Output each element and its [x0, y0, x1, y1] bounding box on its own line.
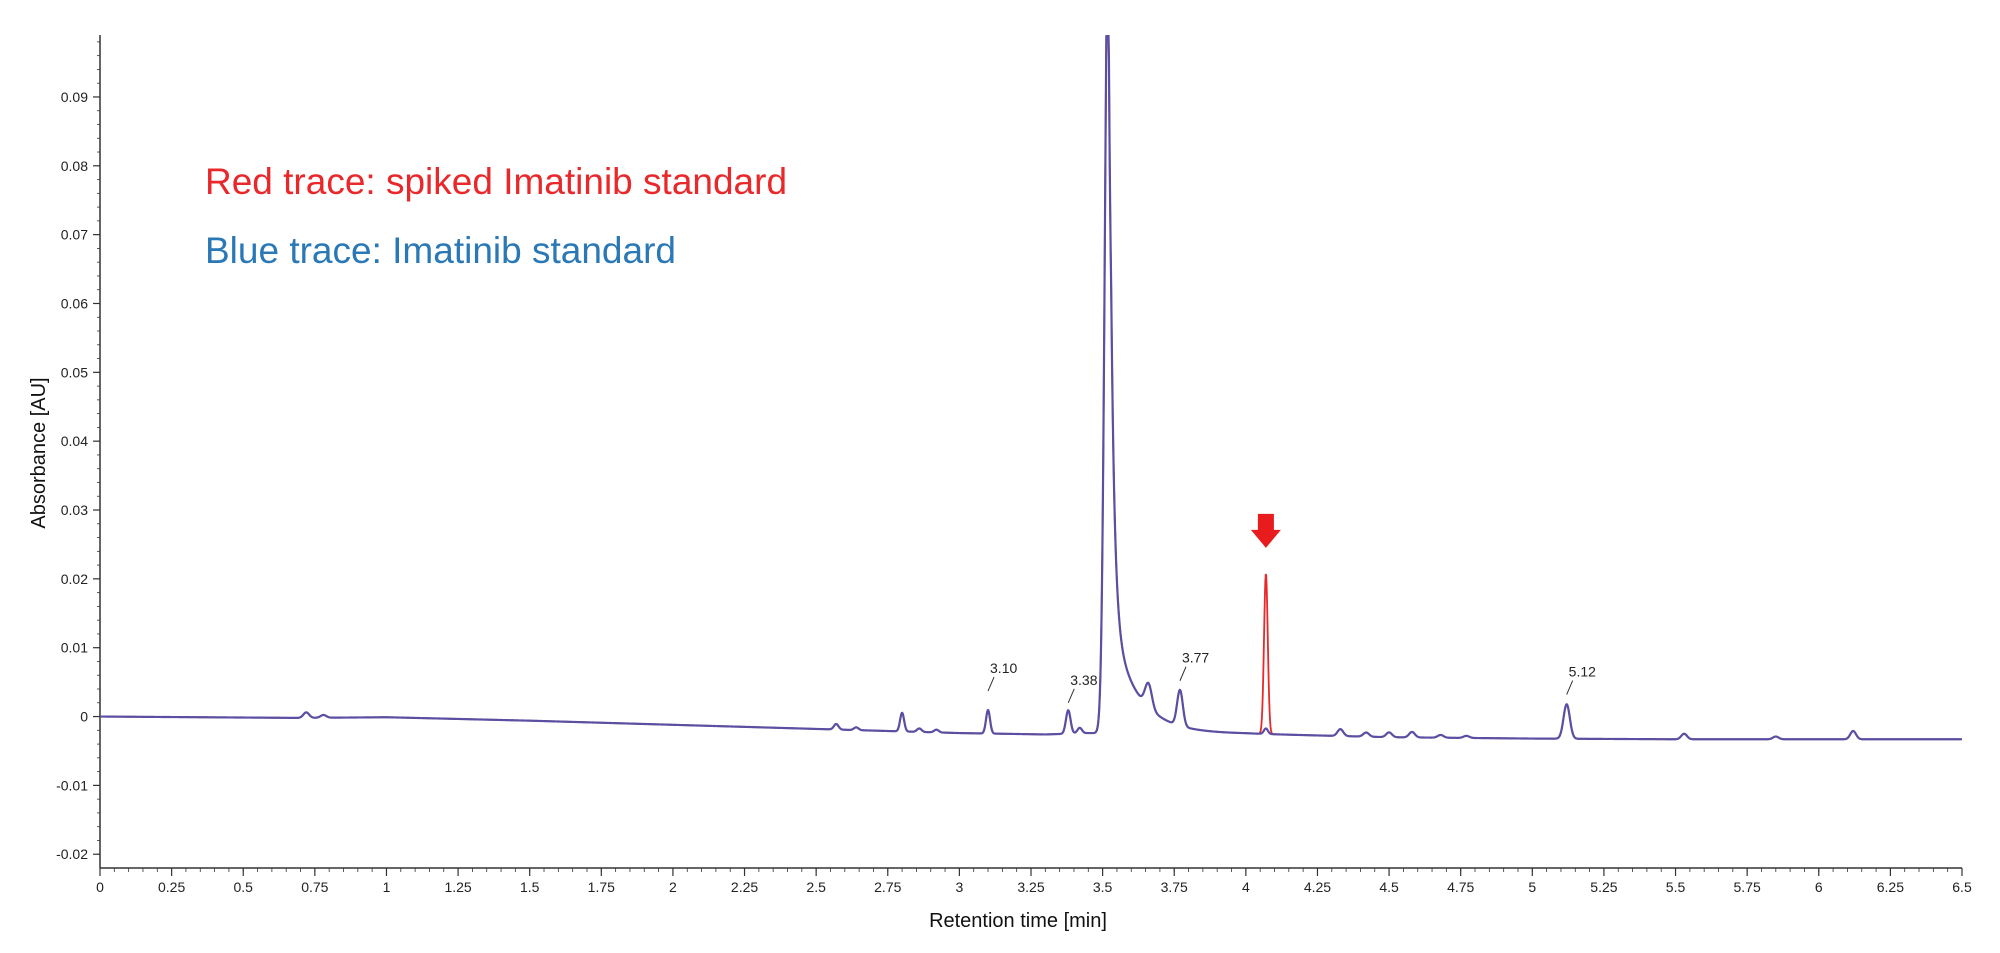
x-tick-label: 2.5	[806, 879, 826, 895]
x-tick-label: 3.25	[1017, 879, 1044, 895]
ticks: 0.09 0.08 0.07 0.06 0.05 0.04 0.03 0.02 0.01 0 -0.…	[56, 41, 1972, 895]
annotations: 3.10 3.38 3.77 5.12	[987, 513, 1596, 703]
x-tick-label: 0.25	[158, 879, 185, 895]
x-tick-label: 6.25	[1877, 879, 1904, 895]
y-tick-label: 0.06	[61, 295, 88, 311]
traces	[100, 35, 1962, 741]
x-tick-label: 4	[1242, 879, 1250, 895]
x-tick-label: 5	[1528, 879, 1536, 895]
x-tick-label: 3	[955, 879, 963, 895]
x-tick-label: 2	[669, 879, 677, 895]
y-tick-label: -0.01	[56, 777, 88, 793]
peak-label: 3.10	[990, 660, 1017, 676]
peak-label: 5.12	[1569, 664, 1596, 680]
y-tick-label: 0.09	[61, 89, 88, 105]
x-tick-label: 0.75	[301, 879, 328, 895]
y-tick-label: -0.02	[56, 846, 88, 862]
y-tick-label: 0.08	[61, 158, 88, 174]
y-tick-label: 0.07	[61, 227, 88, 243]
y-axis-label: Absorbance [AU]	[28, 377, 50, 528]
y-tick-label: 0	[80, 709, 88, 725]
x-tick-label: 3.75	[1161, 879, 1188, 895]
x-tick-label: 2.75	[874, 879, 901, 895]
x-tick-label: 6.5	[1952, 879, 1972, 895]
x-tick-label: 5.75	[1734, 879, 1761, 895]
legend-blue-trace: Blue trace: Imatinib standard	[205, 230, 676, 271]
y-tick-label: 0.04	[61, 433, 88, 449]
x-tick-label: 1	[383, 879, 391, 895]
x-axis-label: Retention time [min]	[929, 910, 1107, 932]
y-tick-label: 0.03	[61, 502, 88, 518]
arrow-down-icon	[1250, 513, 1281, 548]
x-tick-label: 4.5	[1379, 879, 1399, 895]
peak-leader-line	[1067, 688, 1075, 703]
x-tick-label: 4.75	[1447, 879, 1474, 895]
x-tick-label: 6	[1815, 879, 1823, 895]
peak-leader-line	[1179, 666, 1187, 681]
x-tick-label: 1.75	[588, 879, 615, 895]
legend-red-trace: Red trace: spiked Imatinib standard	[205, 161, 788, 202]
x-tick-label: 4.25	[1304, 879, 1331, 895]
axes	[99, 35, 1962, 869]
x-tick-label: 0	[96, 879, 104, 895]
series-blue-line	[100, 35, 1962, 741]
peak-leader-line	[1566, 680, 1574, 695]
series-red-line	[100, 35, 1962, 741]
peak-leader-line	[987, 676, 995, 692]
peak-label: 3.38	[1070, 672, 1097, 688]
x-tick-label: 0.5	[233, 879, 253, 895]
x-tick-label: 2.25	[731, 879, 758, 895]
y-tick-label: 0.02	[61, 571, 88, 587]
y-tick-label: 0.05	[61, 364, 88, 380]
x-tick-label: 5.5	[1666, 879, 1686, 895]
x-tick-label: 3.5	[1093, 879, 1113, 895]
x-tick-label: 1.5	[520, 879, 540, 895]
peak-label: 3.77	[1182, 650, 1209, 666]
x-tick-label: 5.25	[1590, 879, 1617, 895]
x-tick-label: 1.25	[444, 879, 471, 895]
y-tick-label: 0.01	[61, 640, 88, 656]
